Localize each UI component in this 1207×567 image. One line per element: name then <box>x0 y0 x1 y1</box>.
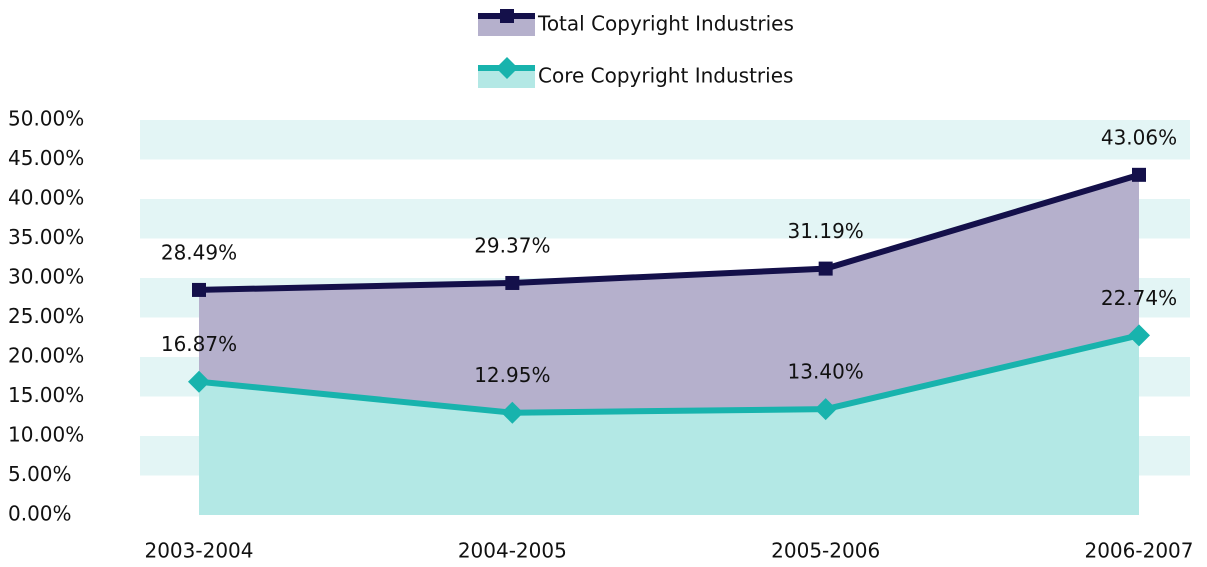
data-label: 31.19% <box>788 219 864 243</box>
y-tick-label: 5.00% <box>8 462 72 486</box>
data-label: 29.37% <box>474 233 550 257</box>
marker <box>192 282 206 297</box>
y-tick-label: 20.00% <box>8 344 84 368</box>
line <box>198 171 1140 293</box>
line <box>198 332 1140 416</box>
legend-marker <box>500 9 514 23</box>
y-tick-label: 10.00% <box>8 423 84 447</box>
x-tick-label: 2003-2004 <box>144 539 253 563</box>
marker <box>505 275 520 290</box>
x-tick-label: 2006-2007 <box>1084 539 1193 563</box>
y-tick-label: 15.00% <box>8 383 84 407</box>
y-tick-label: 45.00% <box>8 146 84 170</box>
marker <box>188 370 210 393</box>
data-label: 12.95% <box>474 363 550 387</box>
marker <box>814 398 837 421</box>
data-label: 28.49% <box>161 240 237 264</box>
marker <box>501 401 524 424</box>
data-label: 13.40% <box>788 360 864 384</box>
y-tick-label: 30.00% <box>8 265 84 289</box>
y-tick-label: 40.00% <box>8 186 84 210</box>
legend-label: Total Copyright Industries <box>537 12 794 36</box>
grid-band <box>140 120 1190 160</box>
data-label: 43.06% <box>1101 125 1177 149</box>
y-tick-label: 35.00% <box>8 225 84 249</box>
y-tick-label: 50.00% <box>8 107 84 131</box>
legend-marker <box>496 57 518 79</box>
legend-swatch <box>478 16 535 36</box>
x-tick-label: 2005-2006 <box>771 539 880 563</box>
area <box>199 335 1139 515</box>
legend-label: Core Copyright Industries <box>538 64 793 88</box>
y-tick-label: 25.00% <box>8 304 84 328</box>
marker <box>818 261 833 276</box>
data-label: 22.74% <box>1101 286 1177 310</box>
marker <box>1132 167 1146 182</box>
marker <box>1128 324 1150 347</box>
x-tick-label: 2004-2005 <box>458 539 567 563</box>
data-label: 16.87% <box>161 332 237 356</box>
y-tick-label: 0.00% <box>8 502 72 526</box>
